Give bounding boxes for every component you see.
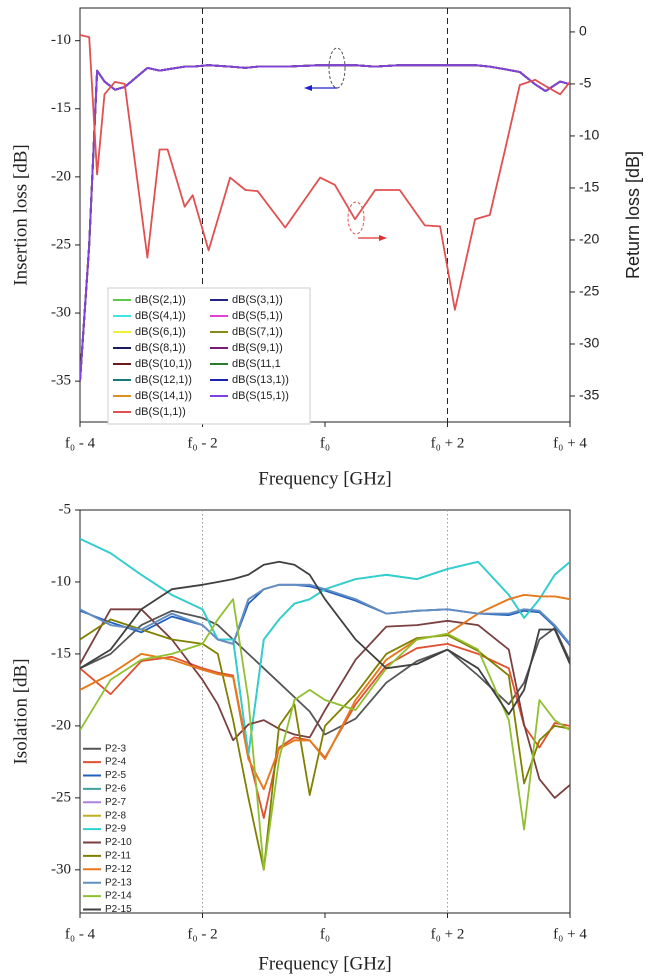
series-line — [80, 598, 570, 871]
x-axis-label: Frequency [GHz] — [258, 468, 391, 489]
legend-label: P2-11 — [105, 851, 131, 862]
y-axis-label: Insertion loss [dB] — [10, 144, 31, 285]
legend-label: dB(S(10,1)) — [135, 358, 192, 370]
legend-label: P2-7 — [105, 797, 127, 808]
y2-tick-label: -35 — [579, 387, 599, 403]
x-tick-label: f₀ - 2 — [187, 435, 217, 451]
legend-label: P2-15 — [105, 904, 132, 915]
y-tick-label: -5 — [59, 501, 72, 517]
legend-label: dB(S(11,1 — [232, 358, 281, 370]
legend-box — [107, 287, 311, 425]
x-tick-label: f₀ + 2 — [431, 926, 465, 942]
legend-label: dB(S(14,1)) — [135, 390, 192, 402]
y-tick-label: -15 — [51, 645, 71, 661]
annotation-ellipse — [347, 201, 365, 235]
legend-label: dB(S(12,1)) — [135, 374, 192, 386]
x-tick-label: f₀ + 4 — [553, 435, 587, 451]
legend-label: dB(S(2,1)) — [135, 294, 186, 306]
x-tick-label: f₀ - 4 — [65, 926, 96, 942]
series-line — [80, 583, 570, 645]
series-line — [80, 583, 570, 646]
legend-label: dB(S(8,1)) — [135, 342, 186, 354]
x-tick-label: f₀ + 4 — [553, 926, 587, 942]
legend-label: dB(S(6,1)) — [135, 326, 186, 338]
series-line — [80, 537, 570, 756]
y2-tick-label: -15 — [579, 179, 599, 195]
y2-tick-label: -10 — [579, 127, 599, 143]
legend-label: dB(S(13,1)) — [232, 374, 289, 386]
legend-label: P2-6 — [105, 784, 127, 795]
y-tick-label: -25 — [51, 236, 71, 252]
series-line — [80, 618, 570, 871]
series-line — [80, 560, 570, 716]
y-tick-label: -10 — [51, 32, 71, 48]
y-tick-label: -20 — [51, 168, 71, 184]
y2-tick-label: -25 — [579, 283, 599, 299]
x-tick-label: f₀ - 2 — [187, 926, 217, 942]
y-tick-label: -10 — [51, 573, 71, 589]
chart: f₀ - 4 f₀ - 2 f₀ f₀ + 2 f₀ + 4 -5 -10 -15 -20 -25… — [10, 501, 587, 974]
y2-tick-label: -5 — [579, 75, 592, 91]
legend-label: P2-9 — [105, 824, 127, 835]
y-tick-label: -20 — [51, 717, 71, 733]
series-line — [80, 34, 570, 311]
chart: f₀ - 4 f₀ - 2 f₀ f₀ + 2 f₀ + 4 -10 -15 -20 -25 -3… — [10, 7, 643, 489]
y-axis-label: Isolation [dB] — [10, 658, 31, 764]
y2-axis-label: Return loss [dB] — [623, 151, 643, 279]
legend-label: dB(S(15,1)) — [232, 390, 289, 402]
legend-label: P2-3 — [105, 743, 127, 754]
legend-label: P2-13 — [105, 877, 132, 888]
legend-label: dB(S(1,1)) — [135, 406, 186, 418]
legend-label: dB(S(3,1)) — [232, 294, 283, 306]
y2-tick-label: -30 — [579, 335, 599, 351]
legend-label: P2-10 — [105, 837, 132, 848]
legend-label: dB(S(5,1)) — [232, 310, 283, 322]
legend-label: P2-5 — [105, 770, 127, 781]
legend-label: P2-4 — [105, 757, 127, 768]
y2-tick-label: 0 — [579, 23, 587, 39]
x-tick-label: f₀ — [320, 926, 330, 942]
series-line — [80, 64, 570, 382]
series-line — [80, 608, 570, 799]
legend-label: P2-8 — [105, 810, 127, 821]
annotations — [304, 47, 387, 241]
y-tick-label: -30 — [51, 861, 71, 877]
annotation-arrowhead — [379, 235, 387, 241]
series-line — [80, 537, 570, 756]
legend-label: P2-14 — [105, 891, 132, 902]
series-line — [80, 643, 570, 819]
x-tick-label: f₀ — [320, 435, 330, 451]
x-axis-label: Frequency [GHz] — [258, 953, 391, 974]
series-line — [80, 609, 570, 736]
legend-label: P2-12 — [105, 864, 132, 875]
y-tick-label: -15 — [51, 100, 71, 116]
x-tick-label: f₀ - 4 — [65, 435, 96, 451]
annotation-ellipse — [328, 47, 346, 89]
legend-label: dB(S(9,1)) — [232, 342, 283, 354]
y-tick-label: -30 — [51, 304, 71, 320]
legend-label: dB(S(4,1)) — [135, 310, 186, 322]
series-line — [80, 594, 570, 791]
y-tick-label: -25 — [51, 789, 71, 805]
y-tick-label: -35 — [51, 373, 71, 389]
legend-label: dB(S(7,1)) — [232, 326, 283, 338]
y2-tick-label: -20 — [579, 231, 599, 247]
x-tick-label: f₀ + 2 — [431, 435, 465, 451]
annotation-arrowhead — [304, 85, 312, 91]
